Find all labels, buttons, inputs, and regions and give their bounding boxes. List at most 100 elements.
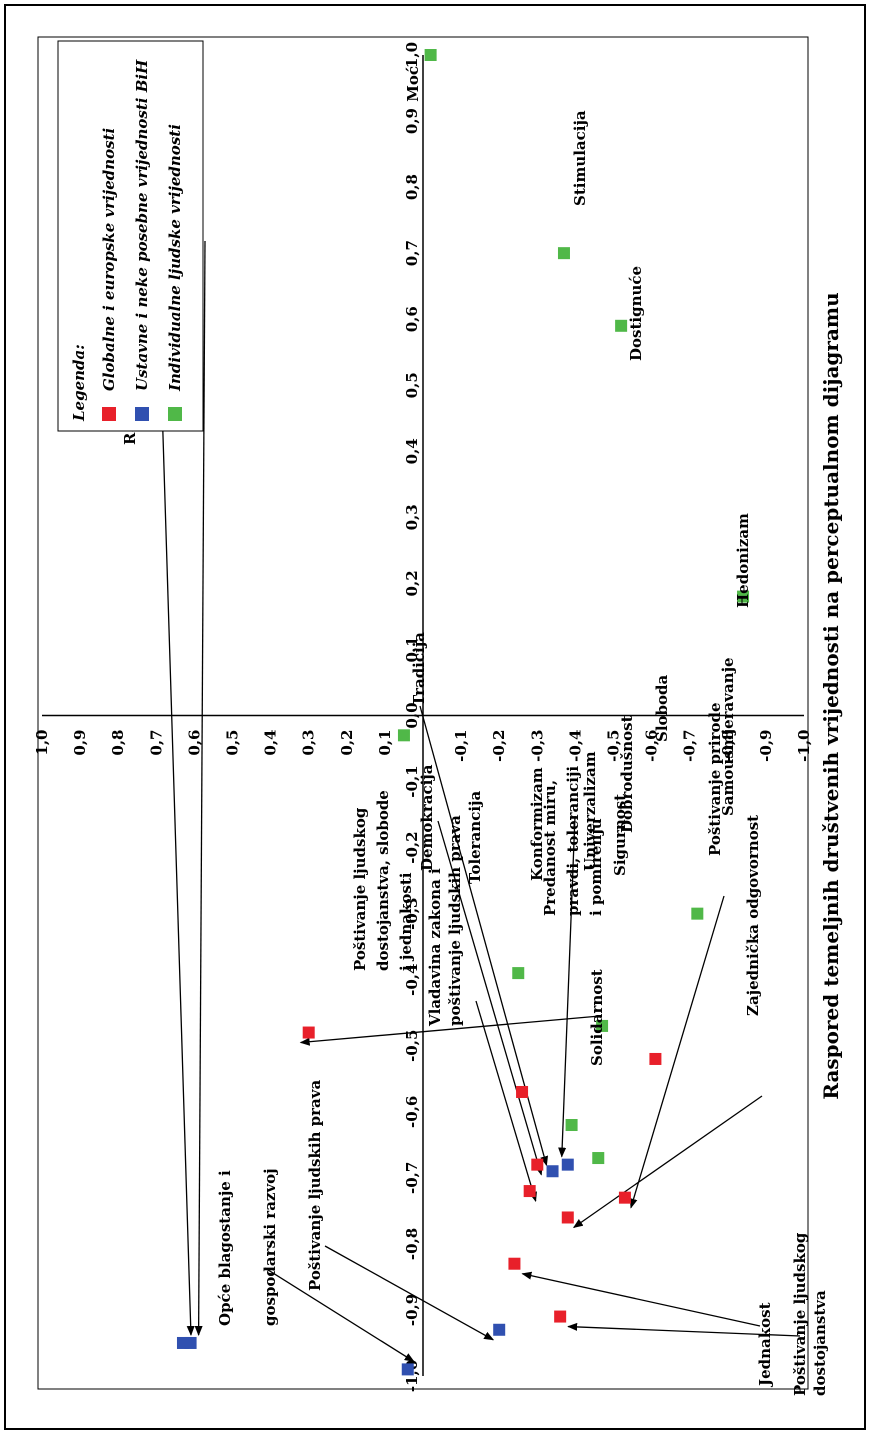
data-point [516,1085,529,1098]
data-point [531,1158,544,1171]
y-tick-label: 0,7 [147,730,165,756]
data-point [737,590,750,603]
data-point [565,1119,578,1132]
data-point [508,1257,521,1270]
point-label: Moć [404,66,422,102]
x-tick-label: 0,7 [403,240,421,266]
point-label: Zajednička odgovornost [744,815,762,1016]
data-point [493,1323,506,1336]
point-label: Sigurnost [611,794,629,876]
x-tick-label: -0,4 [403,964,421,996]
data-point [596,1019,609,1032]
data-point [184,1336,197,1349]
callout-arrow [629,895,725,1209]
y-tick-label: 0,5 [224,730,242,756]
chart-title: Raspored temeljnih društvenih vrijednost… [819,292,843,1099]
callout-arrow [194,240,206,1336]
point-label: Poštivanje ljudskih prava [306,1080,324,1291]
x-tick-label: -0,1 [403,765,421,797]
legend-swatch [102,407,116,421]
data-point [554,1310,567,1323]
x-tick-label: -0,8 [403,1228,421,1260]
y-tick-label: 0,2 [338,730,356,756]
callout-arrow [521,1271,761,1327]
callout-arrow [558,815,576,1158]
point-label: Poštivanje ljudskog [351,807,369,971]
y-tick-label: 0,6 [185,730,203,756]
legend-label: Individualne ljudske vrijednosti [166,124,184,392]
y-tick-label: 0,4 [262,730,280,756]
x-tick-label: 1,0 [403,42,421,68]
x-tick-label: -0,5 [403,1030,421,1062]
legend-title: Legenda: [70,344,88,422]
y-tick-label: -0,2 [490,730,508,762]
x-tick-label: 0,4 [403,438,421,464]
callout-arrow [437,820,543,1176]
data-point [691,907,704,920]
data-point [397,729,410,742]
page-border [4,4,866,1430]
legend: Legenda: Globalne i europske vrijednosti U… [57,40,204,432]
callout-arrow [324,1245,495,1341]
y-tick-label: 1,0 [33,730,51,756]
x-tick-label: -0,2 [403,831,421,863]
x-tick-label: -0,3 [403,897,421,929]
point-label: Tradicija [410,632,428,706]
point-label: Solidarnost [588,969,606,1066]
point-label: Dobrodušnost [618,715,636,833]
point-label: Poštivanje ljudskog [791,1232,809,1396]
callout-arrow [567,1322,801,1337]
y-tick-label: -0,3 [528,730,546,762]
callout-arrow [475,1000,537,1203]
y-tick-label: -0,5 [605,730,623,762]
x-tick-label: -0,9 [403,1294,421,1326]
data-point [649,1052,662,1065]
point-label: Univerzalizam [581,751,599,871]
x-tick-label: 0,5 [403,372,421,398]
y-tick-label: 0,8 [109,730,127,756]
callout-arrow [299,1015,601,1046]
point-label: Stimulacija [571,110,589,206]
y-tick-label: -0,7 [681,730,699,762]
point-labels: Solidarnost Tolerancija DemokracijaVladavi… [121,66,829,1396]
y-tick-label: -0,1 [452,730,470,762]
callout-arrow [264,1267,415,1362]
tick-labels: -1,0 -0,9 -0,8 -0,7 -0,6 -0,5 -0,4 -0,3 -0,2 -0,1… [33,42,813,1392]
y-tick-label: -1,0 [795,730,813,762]
data-point [618,1191,631,1204]
y-tick-label: -0,4 [566,730,584,762]
point-label: Poštivanje prirode [706,702,724,856]
point-label: gospodarski razvoj [261,1168,279,1326]
data-point [561,1158,574,1171]
point-label: Hedonizam [734,513,752,608]
data-point [546,1165,559,1178]
y-tick-label: 0,3 [300,730,318,756]
point-label: Samousmjeravanje [719,657,737,816]
x-tick-label: -0,6 [403,1096,421,1128]
data-point [401,1363,414,1376]
point-label: dostojanstva [811,1290,829,1396]
data-point [512,967,525,980]
data-point [523,1185,536,1198]
point-label: Demokracija [418,764,436,871]
y-tick-label: -0,9 [757,730,775,762]
data-point [424,49,437,61]
data-point [557,247,570,260]
x-tick-label: 0,6 [403,306,421,332]
y-tick-label: -0,8 [719,730,737,762]
x-tick-label: 0,8 [403,174,421,200]
x-tick-label: -0,7 [403,1162,421,1194]
legend-box [57,40,204,432]
data-point [592,1152,605,1165]
point-label: poštivanje ljudskih prava [446,815,464,1026]
legend-label: Globalne i europske vrijednosti [100,127,118,391]
point-label: dostojanstva, slobode [374,790,392,971]
point-label: Opće blagostanje i [216,1170,234,1326]
point-label: Sloboda [653,674,671,742]
data-points [131,49,750,1376]
point-label: Konformizam [528,767,546,881]
point-label: Dostignuće [627,266,645,361]
